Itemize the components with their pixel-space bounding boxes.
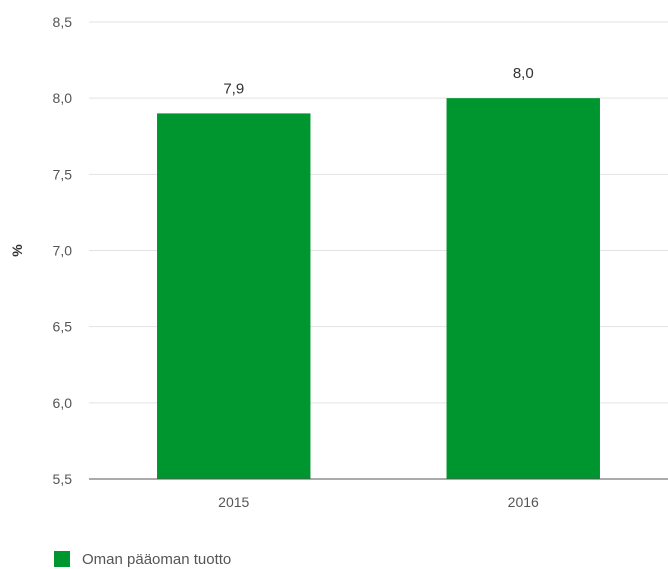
- y-axis-ticks: 5,5 6,0 6,5 7,0 7,5 8,0 8,5: [53, 14, 73, 487]
- bars: [157, 98, 600, 480]
- legend-label: Oman pääoman tuotto: [82, 550, 232, 568]
- legend: Oman pääoman tuotto: [54, 550, 231, 568]
- legend-swatch: [54, 551, 70, 567]
- bar-2015: [157, 113, 311, 480]
- y-tick-label: 7,0: [53, 243, 73, 259]
- x-tick-label: 2016: [508, 494, 539, 510]
- y-tick-label: 8,5: [53, 14, 73, 30]
- bar-2016: [446, 98, 600, 480]
- y-tick-label: 5,5: [53, 471, 73, 487]
- bar-value-labels: 7,9 8,0: [223, 65, 533, 97]
- x-axis-ticks: 2015 2016: [218, 494, 539, 510]
- bar-value-label: 7,9: [223, 80, 244, 97]
- y-tick-label: 6,5: [53, 319, 73, 335]
- x-tick-label: 2015: [218, 494, 249, 510]
- y-tick-label: 6,0: [53, 395, 73, 411]
- y-tick-label: 7,5: [53, 166, 73, 182]
- bar-value-label: 8,0: [513, 65, 534, 82]
- y-tick-label: 8,0: [53, 90, 73, 106]
- y-axis-title: %: [9, 244, 25, 257]
